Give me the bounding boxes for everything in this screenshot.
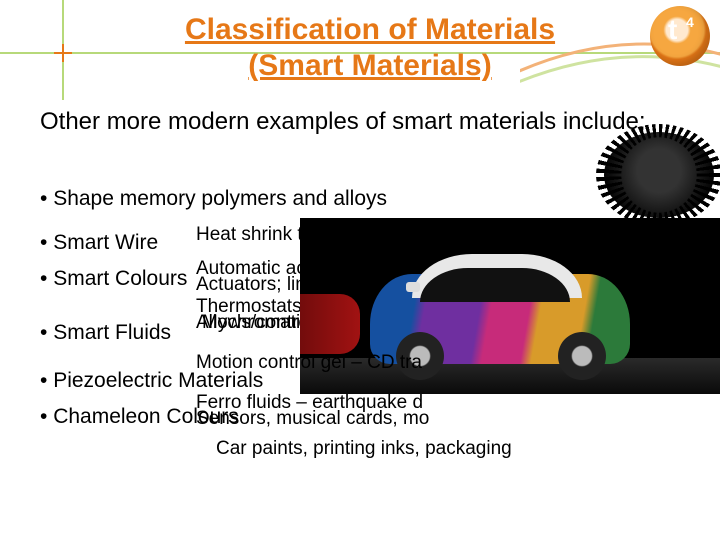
bullet-smart-color: Smart Colours <box>40 262 187 296</box>
bullet-shape-memory: Shape memory polymers and alloys <box>40 182 680 216</box>
car-glass <box>420 268 570 302</box>
title-line2: (Smart Materials) <box>248 49 491 82</box>
car-wheel-rear <box>558 332 606 380</box>
slide: t 4 Classification of Materials (Smart M… <box>0 0 720 540</box>
content-area: Other more modern examples of smart mate… <box>40 108 680 151</box>
row-shape-memory: Shape memory polymers and alloys <box>40 182 680 216</box>
car-mirror <box>406 282 420 292</box>
slide-title: Classification of Materials (Smart Mater… <box>120 12 620 84</box>
bullet-smart-wire: Smart Wire <box>40 226 158 260</box>
sub-car-paints: Car paints, printing inks, packaging <box>216 438 512 460</box>
logo-letter: t <box>668 14 677 46</box>
car-red-bg <box>300 294 360 354</box>
logo-sup: 4 <box>686 14 694 30</box>
title-line1: Classification of Materials <box>185 13 555 46</box>
bullet-smart-fluids: Smart Fluids <box>40 316 171 350</box>
sub-sensors: Sensors, musical cards, mo <box>196 408 429 430</box>
t4-logo: t 4 <box>650 6 710 66</box>
plus-icon <box>54 44 72 62</box>
intro-text: Other more modern examples of smart mate… <box>40 108 680 137</box>
